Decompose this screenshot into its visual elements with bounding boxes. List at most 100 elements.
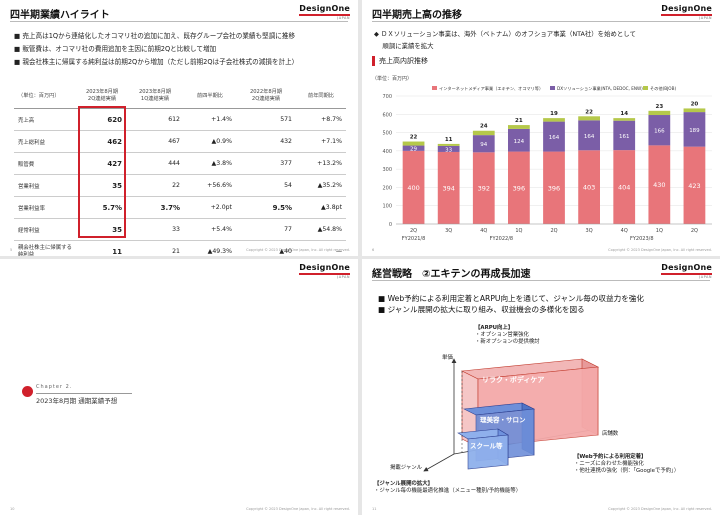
bar-segment xyxy=(648,145,671,224)
logo-sub: JAPAN xyxy=(337,275,350,279)
title-underline xyxy=(372,21,710,22)
sales-stacked-bar-chart: （単位：百万円） インターネットメディア事業（エキテン、オコマリ等） DXソリューシ… xyxy=(372,75,712,242)
slide-quarterly-sales: 四半期売上高の推移 DesignOne JAPAN ◆ ＤＸソリューション事業は… xyxy=(362,0,720,256)
table-cell: 444 xyxy=(126,152,184,175)
web-booking-annotation: 【Web予約による利用定着】 ・ニーズに合わせた機能強化 ・他社連携の強化（例：… xyxy=(574,454,679,475)
table-cell: +1.4% xyxy=(184,108,236,131)
bar-segment xyxy=(437,145,460,152)
table-header: 前四半期比 xyxy=(184,84,236,109)
row-label: 営業利益 xyxy=(14,174,78,197)
slide-chapter-divider: DesignOne JAPAN Chapter 2. 2023年8月期 通期業績… xyxy=(0,259,358,515)
bullet-item: ◆ ＤＸソリューション事業は、海外（ベトナム）のオフショア事業（NTA社）を始め… xyxy=(374,30,636,38)
bar-segment xyxy=(402,141,425,146)
table-cell: 35 xyxy=(78,218,126,241)
annotation-item: ・ジャンル毎の機能最適化推進（メニュー種別/予約機能等） xyxy=(374,488,522,494)
logo-bar xyxy=(661,14,712,16)
table-cell: +8.7% xyxy=(296,108,346,131)
axis-label-unit-price: 単価 xyxy=(442,355,453,361)
page-number: 10 xyxy=(10,507,15,511)
x-tick-label: 3Q xyxy=(445,228,452,234)
table-row: 販管費 427 444 ▲3.8% 377 +13.2% xyxy=(14,152,346,175)
data-label: 22 xyxy=(410,135,418,141)
table-cell: ▲0.9% xyxy=(184,130,236,153)
results-table: （単位：百万円） 2023年8月期 2Q連結実績 2023年8月期 1Q連結実績… xyxy=(14,84,346,256)
page-number: 11 xyxy=(372,507,377,511)
annotation-item: ・オプション営業強化 xyxy=(475,332,529,338)
logo-text: DesignOne xyxy=(661,4,712,13)
bar-segment xyxy=(402,145,425,151)
bar-segment xyxy=(613,150,636,224)
data-label: 164 xyxy=(584,134,595,140)
logo-sub: JAPAN xyxy=(699,16,712,20)
y-tick-label: 0 xyxy=(389,222,392,228)
chapter-dot-icon xyxy=(22,386,33,397)
legend-label: インターネットメディア事業（エキテン、オコマリ等） xyxy=(439,85,543,92)
company-logo: DesignOne JAPAN xyxy=(299,263,350,279)
row-label: 売上総利益 xyxy=(14,130,78,153)
bar-segment xyxy=(508,151,530,224)
table-cell: 35 xyxy=(78,174,126,197)
copyright: Copyright © 2023 DesignOne Japan, Inc. A… xyxy=(246,248,350,252)
fiscal-group-label: FY2021/8 xyxy=(402,236,426,242)
legend-swatch xyxy=(432,86,437,90)
data-label: 392 xyxy=(478,185,490,193)
axis-label-genre: 掲載ジャンル xyxy=(390,465,423,471)
axis-label-stores: 店舗数 xyxy=(602,431,619,437)
annotation-item: ・ニーズに合わせた機能強化 xyxy=(574,461,644,467)
bar-segment xyxy=(437,143,460,146)
bullet-item: ■ 売上高は1Qから連結化したオコマリ社の追加に加え、既存グループ会社の業績も堅… xyxy=(14,32,296,40)
data-label: 23 xyxy=(656,104,664,110)
page-number: 6 xyxy=(372,248,375,252)
data-label: 423 xyxy=(688,182,700,190)
data-label: 403 xyxy=(583,184,595,192)
data-label: 14 xyxy=(620,111,628,117)
company-logo: DesignOne JAPAN xyxy=(661,263,712,279)
table-cell: +13.2% xyxy=(296,152,346,175)
x-tick-label: 1Q xyxy=(656,228,663,234)
bar-segment xyxy=(613,118,636,121)
table-cell: ▲3.8pt xyxy=(296,196,346,219)
company-logo: DesignOne JAPAN xyxy=(299,4,350,20)
bar-segment xyxy=(543,121,565,152)
annotation-item: ・新オプションの提供検討 xyxy=(475,339,540,345)
footer: 6 Copyright © 2023 DesignOne Japan, Inc.… xyxy=(362,246,720,256)
y-tick-label: 400 xyxy=(382,149,392,155)
data-label: 24 xyxy=(480,124,488,130)
table-cell: 22 xyxy=(126,174,184,197)
slide-divider-vertical xyxy=(358,0,362,515)
row-label: 経常利益 xyxy=(14,218,78,241)
slide-quarterly-highlights: 四半期業績ハイライト DesignOne JAPAN ■ 売上高は1Qから連結化… xyxy=(0,0,358,256)
table-cell: 432 xyxy=(236,130,296,153)
table-cell: +2.0pt xyxy=(184,196,236,219)
table-cell: 9.5% xyxy=(236,196,296,219)
table-cell: 467 xyxy=(126,130,184,153)
bar-segment xyxy=(648,110,671,116)
table-cell: 571 xyxy=(236,108,296,131)
data-label: 164 xyxy=(549,135,560,141)
table-header: 2023年8月期 1Q連結実績 xyxy=(126,84,184,109)
table-row: 営業利益率 5.7% 3.7% +2.0pt 9.5% ▲3.8pt xyxy=(14,196,346,219)
data-label: 394 xyxy=(442,184,454,192)
bar-segment xyxy=(578,120,600,151)
bar-segment xyxy=(472,152,495,224)
table-header: 2023年8月期 2Q連結実績 xyxy=(78,84,126,109)
footer: 11 Copyright © 2023 DesignOne Japan, Inc… xyxy=(362,505,720,515)
x-tick-label: 1Q xyxy=(515,228,522,234)
table-cell: 33 xyxy=(126,218,184,241)
row-label: 売上高 xyxy=(14,108,78,131)
annotation-heading: 【ARPU向上】 xyxy=(475,325,514,331)
footer: 10 Copyright © 2023 DesignOne Japan, Inc… xyxy=(0,505,358,515)
slide-title: 経営戦略 ②エキテンの再成長加速 xyxy=(372,269,531,280)
bar-segment xyxy=(402,150,425,224)
row-label: 親会社株主に帰属する純利益 xyxy=(14,240,78,256)
table-cell: 620 xyxy=(78,108,126,131)
company-logo: DesignOne JAPAN xyxy=(661,4,712,20)
row-label: 営業利益率 xyxy=(14,196,78,219)
data-label: 94 xyxy=(480,142,487,148)
chart-subheading: 売上高内訳推移 xyxy=(372,56,428,66)
fiscal-group-label: FY2022/8 xyxy=(490,236,514,242)
table-cell: 21 xyxy=(126,240,184,256)
bar-segment xyxy=(437,151,460,224)
data-label: 21 xyxy=(515,118,523,124)
bullet-item: ■ 販管費は、オコマリ社の費用追加を主因に前期2Qと比較して増加 xyxy=(14,45,217,53)
